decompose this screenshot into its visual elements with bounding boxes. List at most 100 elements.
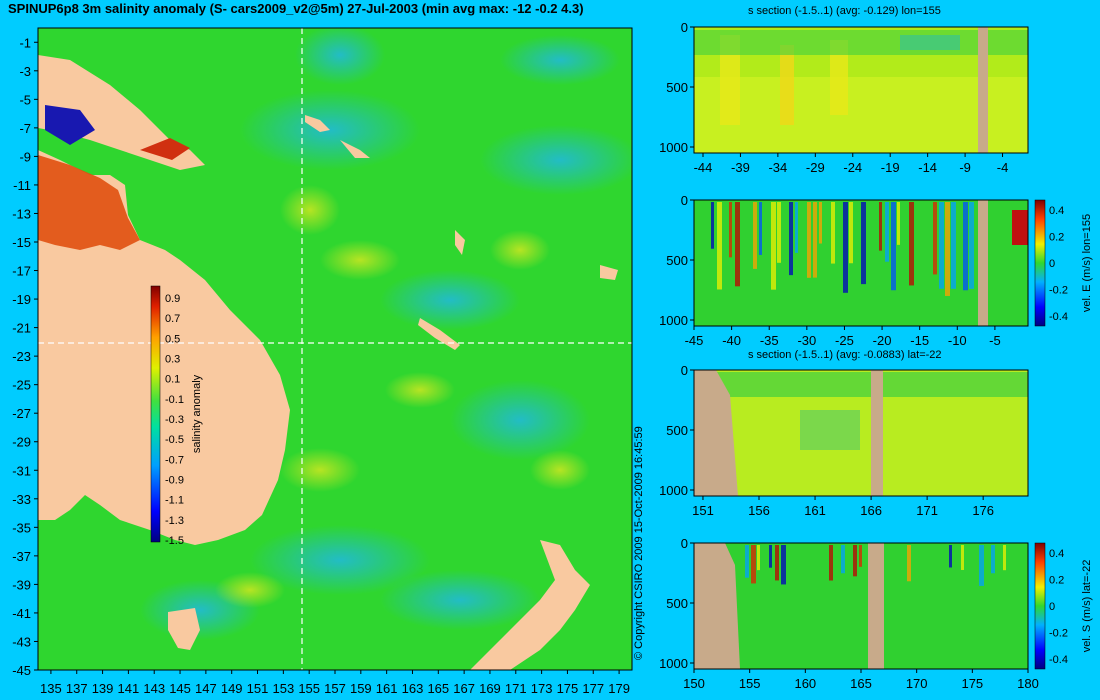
map-x-tick-label: 157 xyxy=(324,681,346,696)
velocity-stripe xyxy=(775,545,779,581)
velocity-stripe xyxy=(939,202,944,289)
colorbar-tick-label: 0.4 xyxy=(1049,205,1064,217)
section-x-tick-label: -19 xyxy=(881,160,900,175)
section2-ticks: -45 -40 -35 -30 -25 -20 -15 -10 -5 0 500 1000 xyxy=(659,193,1001,348)
velocity-stripe xyxy=(991,545,995,574)
velocity-stripe xyxy=(781,545,786,585)
velocity-stripe xyxy=(885,202,889,262)
velocity-stripe xyxy=(891,202,896,291)
map-x-tick-label: 163 xyxy=(402,681,424,696)
section-x-tick-label: -45 xyxy=(685,333,704,348)
map-x-tick-label: 143 xyxy=(143,681,165,696)
colorbar-label: salinity anomaly xyxy=(191,374,203,453)
velocity-stripe xyxy=(843,202,848,293)
section-x-tick-label: -15 xyxy=(910,333,929,348)
map-y-tick-label: -1 xyxy=(19,35,31,50)
section4-colorbar-ticks: 0.4 0.2 0 -0.2 -0.4 xyxy=(1049,548,1068,666)
section-x-tick-label: 161 xyxy=(804,503,826,518)
map-y-tick-label: -33 xyxy=(12,492,31,507)
section-x-tick-label: 176 xyxy=(972,503,994,518)
velocity-stripe xyxy=(729,202,732,258)
colorbar-tick-label: -0.5 xyxy=(165,434,184,446)
velocity-stripe xyxy=(745,545,749,578)
velocity-stripe xyxy=(831,202,835,264)
section4-colorbar: vel. S (m/s) lat=-22 xyxy=(1034,542,1093,670)
map-y-tick-label: -27 xyxy=(12,406,31,421)
map-x-tick-label: 151 xyxy=(247,681,269,696)
colorbar-tick-label: 0.2 xyxy=(1049,575,1064,587)
colorbar-tick-label: -1.3 xyxy=(165,515,184,527)
map-y-tick-label: -21 xyxy=(12,321,31,336)
map-x-tick-label: 159 xyxy=(350,681,372,696)
map-y-tick-label: -37 xyxy=(12,549,31,564)
map-y-tick-label: -43 xyxy=(12,634,31,649)
section1-land xyxy=(978,27,988,153)
section-x-tick-label: -35 xyxy=(760,333,779,348)
section-y-tick-label: 500 xyxy=(666,253,688,268)
map-y-tick-label: -45 xyxy=(12,663,31,678)
section-y-tick-label: 1000 xyxy=(659,483,688,498)
velocity-stripe xyxy=(933,202,937,275)
map-x-tick-label: 173 xyxy=(531,681,553,696)
section3-title: s section (-1.5..1) (avg: -0.0883) lat=-… xyxy=(748,349,942,361)
section-y-tick-label: 1000 xyxy=(659,656,688,671)
map-x-tick-label: 135 xyxy=(40,681,62,696)
velocity-stripe xyxy=(753,202,757,269)
map-y-tick-label: -17 xyxy=(12,264,31,279)
velocity-stripe xyxy=(853,545,857,577)
page-title: SPINUP6p8 3m salinity anomaly (S- cars20… xyxy=(8,1,584,16)
section-x-tick-label: -9 xyxy=(959,160,971,175)
velocity-stripe xyxy=(907,545,911,582)
velocity-stripe xyxy=(949,545,952,568)
map-colorbar: salinity anomaly xyxy=(150,285,203,543)
section2-colorbar-ticks: 0.4 0.2 0 -0.2 -0.4 xyxy=(1049,205,1068,323)
map-x-tick-label: 169 xyxy=(479,681,501,696)
section-x-tick-label: -39 xyxy=(731,160,750,175)
map-x-tick-label: 141 xyxy=(118,681,140,696)
section-y-tick-label: 0 xyxy=(681,193,688,208)
map-x-tick-label: 177 xyxy=(582,681,604,696)
section4-colorbar-label: vel. S (m/s) lat=-22 xyxy=(1081,560,1093,653)
map-y-tick-label: -35 xyxy=(12,520,31,535)
section-x-tick-label: -30 xyxy=(797,333,816,348)
section-y-tick-label: 500 xyxy=(666,80,688,95)
section-y-tick-label: 500 xyxy=(666,423,688,438)
map-x-tick-label: 149 xyxy=(221,681,243,696)
map-x-tick-label: 155 xyxy=(298,681,320,696)
colorbar-tick-label: 0 xyxy=(1049,258,1055,270)
section1-panel xyxy=(693,26,1029,154)
section-y-tick-label: 1000 xyxy=(659,313,688,328)
velocity-stripe xyxy=(711,202,714,249)
map-x-tick-label: 175 xyxy=(557,681,579,696)
map-x-tick-label: 165 xyxy=(427,681,449,696)
colorbar-tick-label: -0.4 xyxy=(1049,654,1068,666)
map-y-tick-label: -23 xyxy=(12,349,31,364)
velocity-stripe xyxy=(841,545,845,574)
section-x-tick-label: -20 xyxy=(873,333,892,348)
section-x-tick-label: 166 xyxy=(860,503,882,518)
colorbar-tick-label: 0.3 xyxy=(165,354,180,366)
colorbar-tick-label: 0.1 xyxy=(165,374,180,386)
section-x-tick-label: 151 xyxy=(692,503,714,518)
velocity-stripe xyxy=(735,202,740,287)
map-y-tick-label: -39 xyxy=(12,577,31,592)
colorbar-tick-label: -0.7 xyxy=(165,454,184,466)
section-x-tick-label: 171 xyxy=(916,503,938,518)
map-y-ticks: -1 -3 -5 -7 -9 -11 -13 -15 -17 -19 -21 -23 -25 -27 -29… xyxy=(12,35,38,678)
colorbar-tick-label: 0.4 xyxy=(1049,548,1064,560)
section-x-tick-label: -34 xyxy=(768,160,787,175)
map-y-tick-label: -15 xyxy=(12,235,31,250)
colorbar-tick-label: 0 xyxy=(1049,601,1055,613)
section-y-tick-label: 0 xyxy=(681,536,688,551)
velocity-stripe xyxy=(759,202,762,255)
new-caledonia-land xyxy=(418,318,460,350)
colorbar-tick-label: -0.1 xyxy=(165,394,184,406)
colorbar-tick-label: 0.2 xyxy=(1049,232,1064,244)
section-x-tick-label: 175 xyxy=(961,676,983,691)
colorbar-tick-label: 0.9 xyxy=(165,293,180,305)
velocity-stripe xyxy=(859,545,862,567)
section-y-tick-label: 1000 xyxy=(659,140,688,155)
section-x-tick-label: 155 xyxy=(739,676,761,691)
colorbar-tick-label: -0.9 xyxy=(165,475,184,487)
